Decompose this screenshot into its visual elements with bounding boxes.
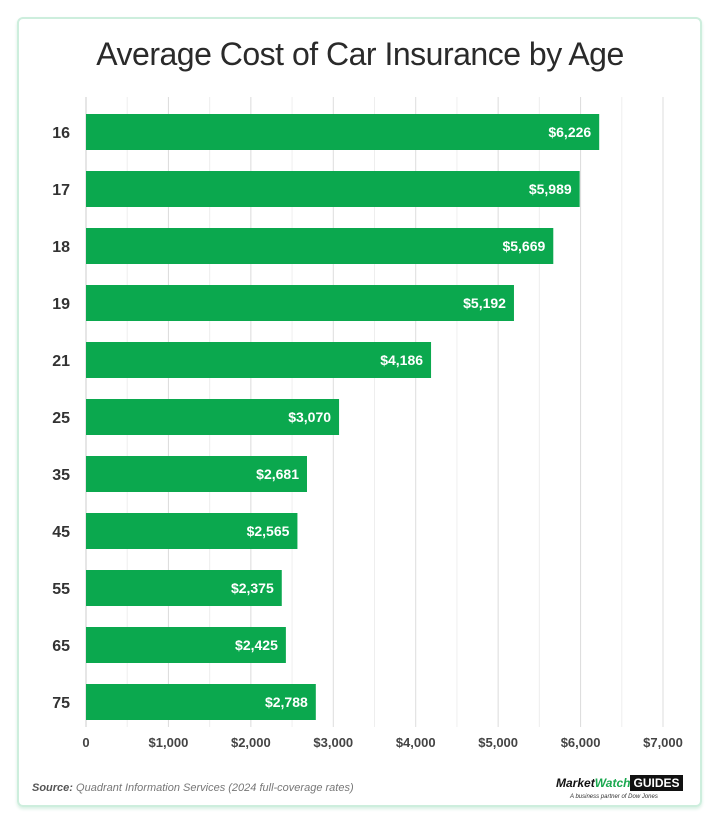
category-label: 55 xyxy=(52,581,70,598)
x-tick-label: $7,000 xyxy=(643,735,683,750)
bar-21 xyxy=(86,342,432,378)
marketwatch-guides-logo: MarketWatch GUIDES xyxy=(556,775,683,791)
bar-25 xyxy=(86,399,340,435)
category-label: 17 xyxy=(52,182,70,199)
bar-65 xyxy=(86,627,286,663)
bar-data-label: $2,425 xyxy=(235,637,278,653)
x-tick-label: $2,000 xyxy=(231,735,271,750)
x-tick-label: 0 xyxy=(82,735,89,750)
bar-data-label: $2,375 xyxy=(231,580,274,596)
bar-16 xyxy=(86,114,600,150)
logo-tagline: A business partner of Dow Jones xyxy=(570,794,658,800)
category-label: 25 xyxy=(52,410,70,427)
bar-data-label: $5,192 xyxy=(463,295,506,311)
bar-data-label: $2,788 xyxy=(265,694,308,710)
bar-data-label: $5,669 xyxy=(502,238,545,254)
x-tick-label: $6,000 xyxy=(561,735,601,750)
source-note: Source: Quadrant Information Services (2… xyxy=(32,782,354,794)
bar-data-label: $4,186 xyxy=(380,352,423,368)
category-label: 65 xyxy=(52,638,70,655)
source-text: Quadrant Information Services (2024 full… xyxy=(76,782,354,794)
bar-data-label: $3,070 xyxy=(288,409,331,425)
chart-title: Average Cost of Car Insurance by Age xyxy=(96,36,624,72)
category-label: 75 xyxy=(52,695,70,712)
x-tick-label: $1,000 xyxy=(149,735,189,750)
bar-35 xyxy=(86,456,307,492)
category-label: 21 xyxy=(52,353,70,370)
category-label: 35 xyxy=(52,467,70,484)
category-label: 45 xyxy=(52,524,70,541)
bar-19 xyxy=(86,285,514,321)
bar-17 xyxy=(86,171,580,207)
bar-data-label: $5,989 xyxy=(529,181,572,197)
bar-data-label: $2,565 xyxy=(247,523,290,539)
x-tick-label: $3,000 xyxy=(313,735,353,750)
bar-data-label: $6,226 xyxy=(548,124,591,140)
bar-data-label: $2,681 xyxy=(256,466,299,482)
category-label: 18 xyxy=(52,239,70,256)
bar-55 xyxy=(86,570,282,606)
bar-75 xyxy=(86,684,316,720)
source-label: Source: xyxy=(32,782,73,794)
category-label: 19 xyxy=(52,296,70,313)
category-label: 16 xyxy=(52,125,70,142)
bar-18 xyxy=(86,228,554,264)
chart-card xyxy=(17,17,702,807)
bar-45 xyxy=(86,513,298,549)
x-tick-label: $4,000 xyxy=(396,735,436,750)
x-tick-label: $5,000 xyxy=(478,735,518,750)
